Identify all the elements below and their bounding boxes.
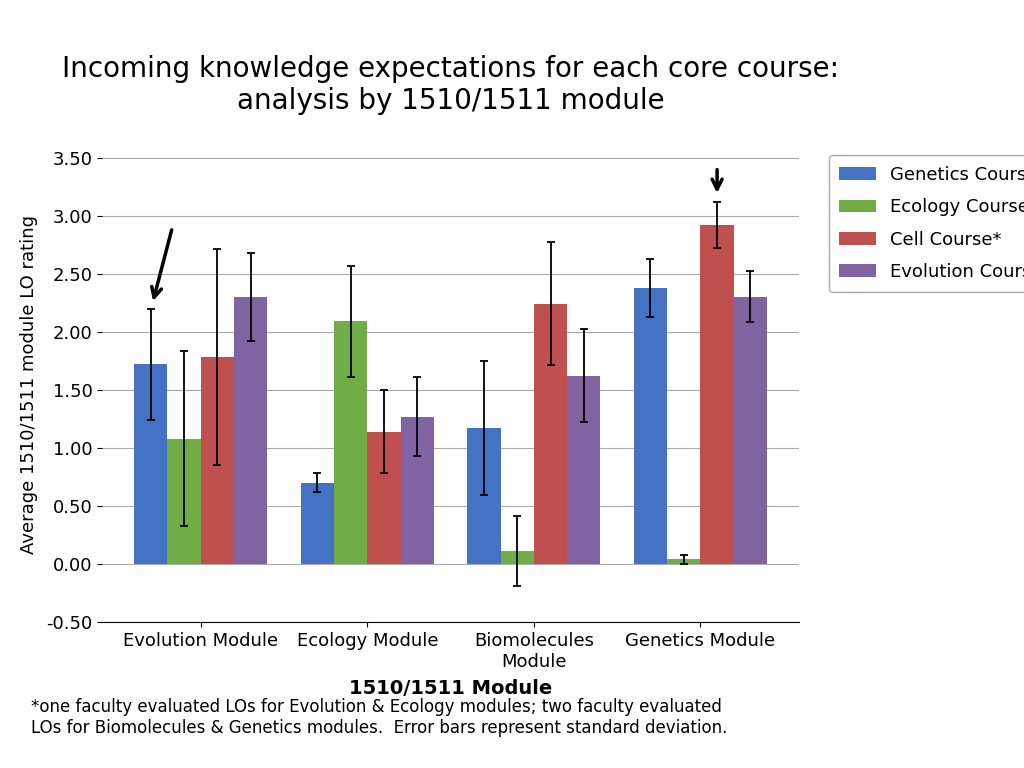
- Bar: [734, 297, 767, 564]
- Text: Incoming knowledge expectations for each core course:
analysis by 1510/1511 modu: Incoming knowledge expectations for each…: [62, 55, 839, 115]
- Bar: [667, 559, 700, 564]
- Bar: [501, 551, 534, 564]
- Bar: [334, 321, 368, 564]
- Bar: [400, 416, 434, 564]
- Legend: Genetics Course, Ecology Course, Cell Course*, Evolution Course: Genetics Course, Ecology Course, Cell Co…: [828, 155, 1024, 292]
- Bar: [201, 357, 234, 564]
- X-axis label: 1510/1511 Module: 1510/1511 Module: [349, 679, 552, 698]
- Bar: [301, 483, 334, 564]
- Y-axis label: Average 1510/1511 module LO rating: Average 1510/1511 module LO rating: [20, 214, 38, 554]
- Bar: [534, 304, 567, 564]
- Bar: [467, 428, 501, 564]
- Bar: [167, 439, 201, 564]
- Bar: [234, 297, 267, 564]
- Bar: [368, 432, 400, 564]
- Bar: [700, 225, 734, 564]
- Bar: [134, 364, 167, 564]
- Bar: [634, 287, 667, 564]
- Bar: [567, 376, 600, 564]
- Text: *one faculty evaluated LOs for Evolution & Ecology modules; two faculty evaluate: *one faculty evaluated LOs for Evolution…: [31, 698, 727, 737]
